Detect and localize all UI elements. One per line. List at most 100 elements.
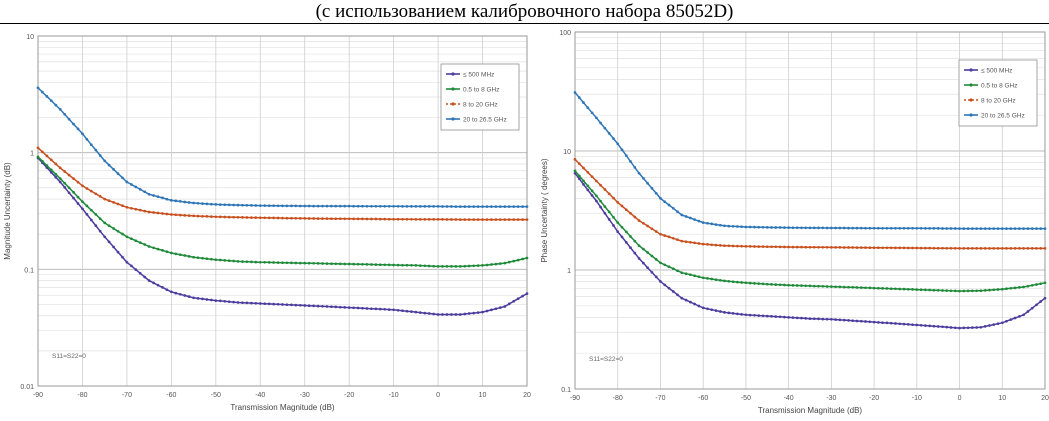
legend-marker: [969, 68, 973, 72]
data-point: [847, 226, 850, 230]
data-point: [414, 205, 418, 208]
data-point: [654, 191, 658, 195]
x-tick-label: -40: [784, 395, 794, 402]
data-point: [718, 310, 722, 313]
data-point: [663, 283, 667, 287]
data-point: [356, 217, 360, 221]
data-point: [911, 226, 914, 230]
data-point: [472, 205, 476, 208]
data-point: [347, 217, 351, 221]
data-point: [285, 216, 289, 220]
data-point: [192, 214, 195, 218]
data-point: [298, 261, 302, 265]
data-point: [76, 127, 80, 131]
data-point: [316, 262, 320, 265]
data-point: [761, 245, 765, 248]
data-point: [116, 202, 120, 206]
data-point: [103, 221, 107, 225]
data-point: [774, 315, 778, 318]
data-point: [210, 202, 213, 206]
data-point: [298, 303, 302, 307]
data-point: [63, 181, 67, 185]
data-point: [303, 261, 307, 265]
phase-uncertainty-plot: -90 -80 -70 -60 -50 -40 -30 -20 -10 0 10 20 0.1 1 10 10…: [540, 30, 1049, 415]
data-point: [494, 218, 498, 221]
data-point: [330, 217, 333, 221]
data-point: [744, 245, 748, 248]
data-point: [352, 306, 355, 310]
data-point: [1039, 300, 1043, 303]
data-point: [396, 217, 400, 221]
boundary-annotation: S11=S22=0: [52, 353, 86, 360]
data-point: [458, 265, 462, 268]
data-point: [490, 205, 493, 208]
data-point: [637, 219, 641, 222]
data-point: [103, 235, 107, 239]
data-point: [577, 96, 581, 99]
data-point: [107, 163, 111, 167]
data-point: [825, 245, 829, 249]
data-point: [138, 208, 142, 212]
data-point: [418, 311, 422, 314]
data-point: [885, 321, 889, 325]
data-point: [187, 295, 191, 298]
data-point: [405, 217, 409, 221]
data-point: [1039, 282, 1043, 286]
data-point: [103, 197, 107, 201]
data-point: [241, 301, 244, 305]
data-point: [697, 242, 701, 245]
data-point: [693, 218, 696, 221]
data-point: [902, 226, 906, 230]
data-point: [272, 216, 275, 220]
data-point: [294, 204, 298, 208]
data-point: [401, 217, 404, 221]
data-point: [67, 186, 71, 190]
data-point: [498, 262, 502, 265]
data-point: [898, 287, 902, 291]
data-point: [267, 216, 271, 220]
data-point: [996, 227, 1000, 230]
data-point: [898, 226, 902, 230]
data-point: [868, 286, 872, 290]
data-point: [877, 226, 880, 230]
data-point: [210, 298, 213, 302]
data-point: [1013, 316, 1017, 320]
data-point: [463, 218, 467, 221]
data-point: [689, 273, 692, 277]
data-point: [481, 264, 484, 267]
data-point: [586, 184, 590, 188]
x-tick-label: -60: [698, 395, 708, 402]
data-point: [872, 246, 876, 250]
data-point: [401, 263, 404, 267]
data-point: [894, 226, 897, 230]
data-point: [646, 266, 649, 270]
data-point: [147, 245, 151, 248]
data-point: [76, 202, 80, 205]
data-point: [432, 312, 435, 316]
data-point: [130, 206, 133, 210]
data-point: [361, 306, 364, 310]
data-point: [94, 148, 98, 152]
data-point: [945, 289, 949, 292]
data-point: [654, 230, 658, 233]
data-point: [851, 226, 855, 230]
data-point: [1035, 303, 1038, 307]
data-point: [241, 216, 244, 219]
data-point: [383, 217, 387, 221]
data-point: [906, 287, 910, 291]
data-point: [1035, 283, 1038, 286]
data-point: [1035, 247, 1038, 250]
data-point: [932, 246, 936, 250]
data-point: [962, 326, 966, 330]
legend-marker: [451, 72, 455, 76]
data-point: [1022, 227, 1025, 230]
data-point: [684, 272, 688, 276]
x-tick-label: -10: [389, 392, 399, 399]
data-point: [740, 225, 743, 229]
data-point: [396, 263, 400, 267]
data-point: [667, 286, 671, 290]
data-point: [187, 255, 191, 258]
data-point: [245, 260, 249, 264]
data-point: [791, 316, 795, 319]
data-point: [294, 303, 298, 307]
